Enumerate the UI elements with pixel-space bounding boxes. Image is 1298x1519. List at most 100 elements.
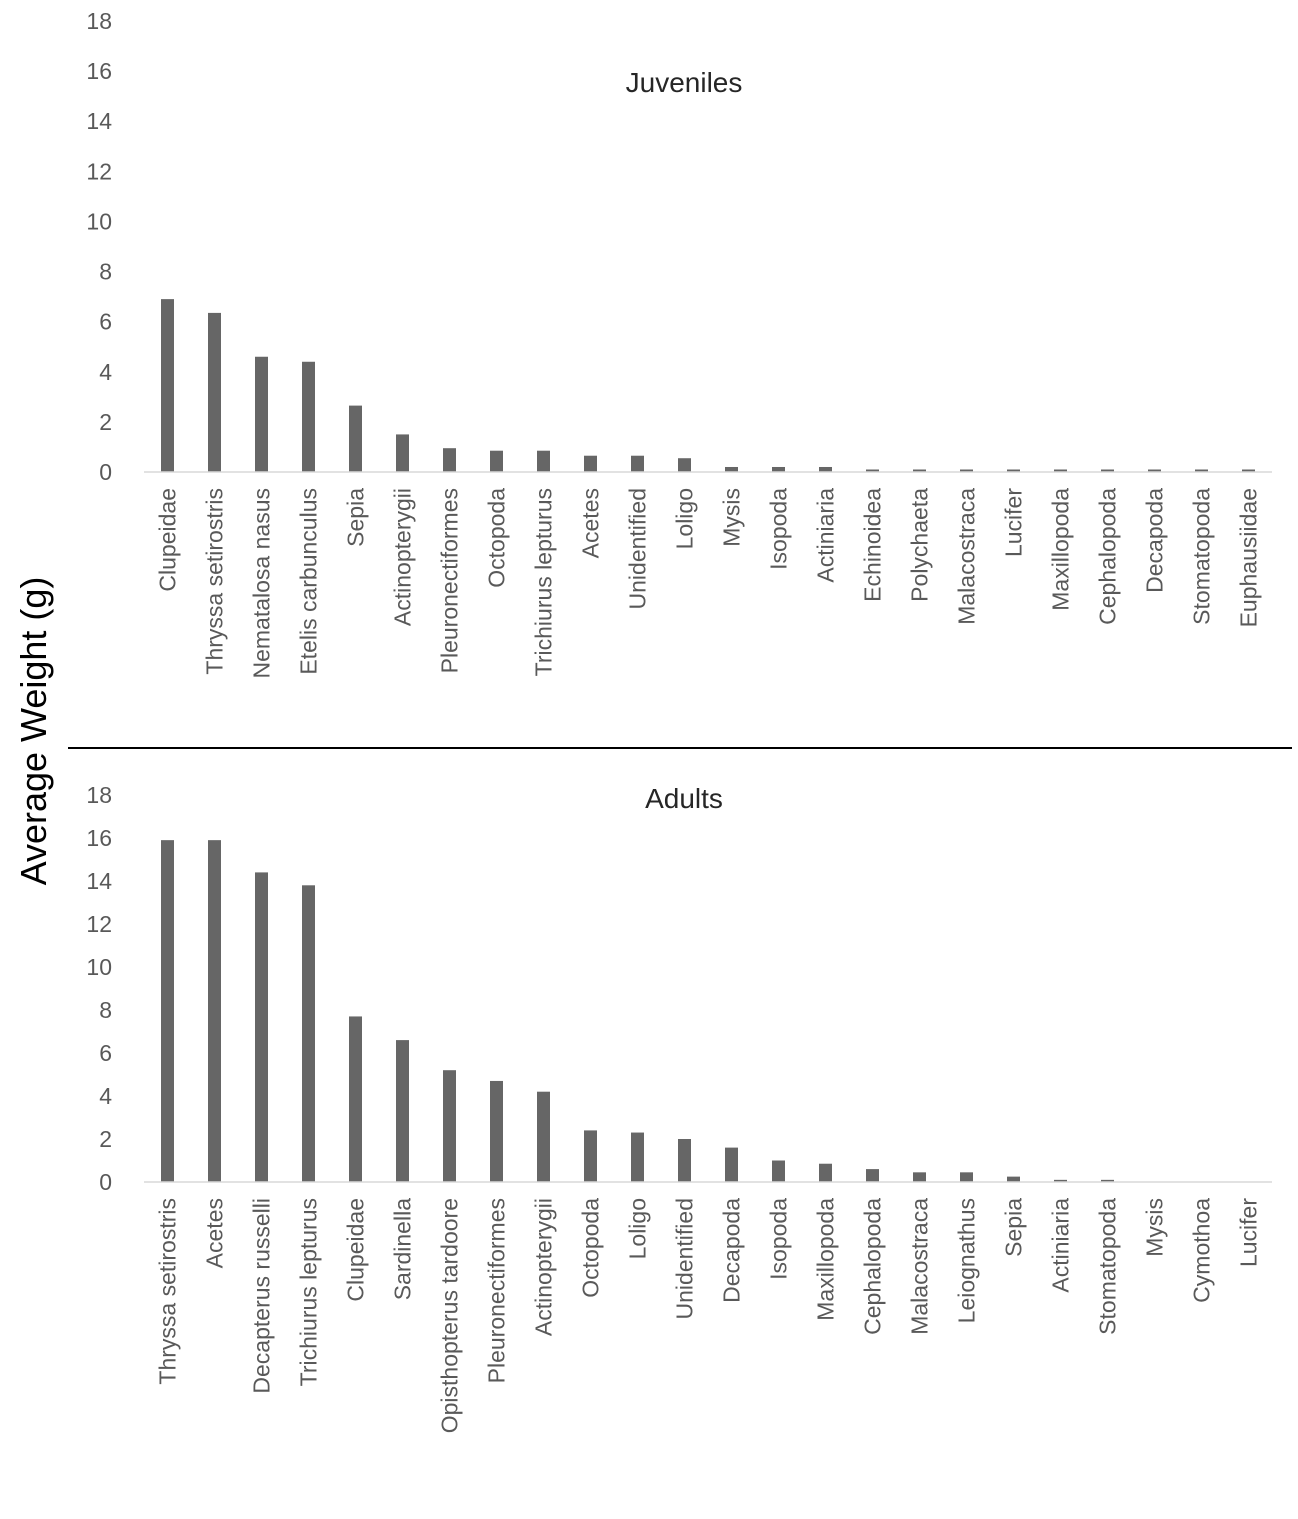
juveniles-bar [1148, 469, 1161, 472]
y-axis-label: Average Weight (g) [13, 577, 54, 886]
adults-category-label: Actinopterygii [531, 1198, 557, 1336]
adults-y-tick-label: 4 [99, 1083, 112, 1109]
juveniles-bar [490, 450, 503, 472]
juveniles-bar [208, 312, 221, 472]
adults-category-label: Clupeidae [343, 1198, 369, 1302]
juveniles-category-label: Isopoda [766, 488, 792, 570]
adults-category-label: Malacostraca [907, 1198, 933, 1335]
adults-category-label: Actiniaria [1048, 1198, 1074, 1293]
juveniles-category-label: Nematalosa nasus [249, 488, 275, 679]
juveniles-bar [725, 466, 738, 472]
juveniles-y-tick-label: 0 [99, 459, 112, 485]
juveniles-y-tick-label: 2 [99, 409, 112, 435]
adults-category-label: Loligo [625, 1198, 651, 1259]
adults-bar [960, 1172, 973, 1182]
adults-y-tick-label: 6 [99, 1040, 112, 1066]
adults-category-label: Thryssa setirostris [155, 1198, 181, 1385]
adults-category-label: Decapterus russelli [249, 1198, 275, 1394]
juveniles-title: Juveniles [626, 67, 743, 98]
adults-bar [678, 1139, 691, 1182]
juveniles-bar [1195, 469, 1208, 472]
juveniles-y-tick-label: 18 [86, 8, 112, 34]
adults-bar [631, 1132, 644, 1182]
juveniles-bar [1101, 469, 1114, 472]
juveniles-bar [396, 434, 409, 472]
adults-category-label: Decapoda [719, 1198, 745, 1303]
adults-bar [443, 1070, 456, 1182]
juveniles-y-tick-label: 12 [86, 158, 112, 184]
adults-y-axis: 0 2 4 6 8 10 12 14 16 18 [86, 782, 112, 1195]
adults-category-label: Cymothoa [1189, 1198, 1215, 1303]
juveniles-category-label: Euphausiidae [1236, 488, 1262, 627]
juveniles-bar [161, 299, 174, 472]
adults-bar [819, 1163, 832, 1182]
juveniles-category-label: Polychaeta [907, 488, 933, 602]
juveniles-bar [1054, 469, 1067, 472]
adults-x-axis: Thryssa setirostris Acetes Decapterus russ… [155, 1198, 1262, 1434]
juveniles-category-label: Octopoda [484, 488, 510, 588]
juveniles-bar [819, 466, 832, 472]
adults-bar [772, 1160, 785, 1182]
adults-bar [396, 1040, 409, 1182]
adults-y-tick-label: 12 [86, 911, 112, 937]
juveniles-bar [678, 458, 691, 472]
adults-bar [208, 840, 221, 1182]
adults-bar [349, 1016, 362, 1182]
adults-category-label: Mysis [1142, 1198, 1168, 1257]
adults-category-label: Opisthopterus tardoore [437, 1198, 463, 1433]
juveniles-bar [866, 469, 879, 472]
juveniles-category-label: Trichiurus lepturus [531, 488, 557, 676]
adults-bars [161, 840, 1114, 1182]
juveniles-category-label: Cephalopoda [1095, 488, 1121, 625]
juveniles-category-label: Lucifer [1001, 488, 1027, 557]
juveniles-bar [349, 405, 362, 472]
juveniles-bar [631, 455, 644, 472]
adults-category-label: Trichiurus lepturus [296, 1198, 322, 1386]
adults-category-label: Acetes [202, 1198, 228, 1268]
juveniles-category-label: Clupeidae [155, 488, 181, 592]
adults-category-label: Unidentified [672, 1198, 698, 1319]
adults-bar [302, 885, 315, 1182]
adults-bar [490, 1080, 503, 1182]
adults-title: Adults [645, 783, 723, 814]
adults-y-tick-label: 10 [86, 954, 112, 980]
juveniles-bar [302, 361, 315, 472]
adults-bar [1054, 1179, 1067, 1182]
adults-category-label: Sardinella [390, 1198, 416, 1300]
adults-bar [161, 840, 174, 1182]
adults-category-label: Octopoda [578, 1198, 604, 1298]
juveniles-category-label: Stomatopoda [1189, 488, 1215, 625]
adults-y-tick-label: 14 [86, 868, 112, 894]
juveniles-bar [772, 466, 785, 472]
juveniles-panel: Juveniles 0 2 4 6 8 10 12 14 16 18 Clupeidae Thrys… [86, 8, 1272, 679]
juveniles-category-label: Echinoidea [860, 488, 886, 602]
adults-y-tick-label: 2 [99, 1126, 112, 1152]
juveniles-category-label: Thryssa setirostris [202, 488, 228, 675]
adults-category-label: Stomatopoda [1095, 1198, 1121, 1335]
juveniles-y-tick-label: 16 [86, 58, 112, 84]
juveniles-category-label: Loligo [672, 488, 698, 549]
adults-category-label: Pleuronectiformes [484, 1198, 510, 1383]
juveniles-category-label: Pleuronectiformes [437, 488, 463, 673]
adults-category-label: Lucifer [1236, 1198, 1262, 1267]
adults-y-tick-label: 16 [86, 825, 112, 851]
juveniles-category-label: Malacostraca [954, 488, 980, 625]
juveniles-category-label: Acetes [578, 488, 604, 558]
adults-panel: Adults 0 2 4 6 8 10 12 14 16 18 Thryssa setirostr… [86, 782, 1272, 1433]
juveniles-bar [255, 356, 268, 472]
juveniles-category-label: Actinopterygii [390, 488, 416, 626]
adults-y-tick-label: 18 [86, 782, 112, 808]
juveniles-bar [960, 469, 973, 472]
adults-bar [584, 1130, 597, 1182]
adults-category-label: Leiognathus [954, 1198, 980, 1323]
juveniles-category-label: Unidentified [625, 488, 651, 609]
juveniles-bar [1007, 469, 1020, 472]
juveniles-bars [161, 299, 1255, 472]
juveniles-category-label: Mysis [719, 488, 745, 547]
juveniles-y-tick-label: 14 [86, 108, 112, 134]
juveniles-category-label: Actiniaria [813, 488, 839, 583]
juveniles-x-axis: Clupeidae Thryssa setirostris Nematalosa n… [155, 488, 1262, 679]
juveniles-bar [584, 455, 597, 472]
adults-bar [866, 1169, 879, 1182]
